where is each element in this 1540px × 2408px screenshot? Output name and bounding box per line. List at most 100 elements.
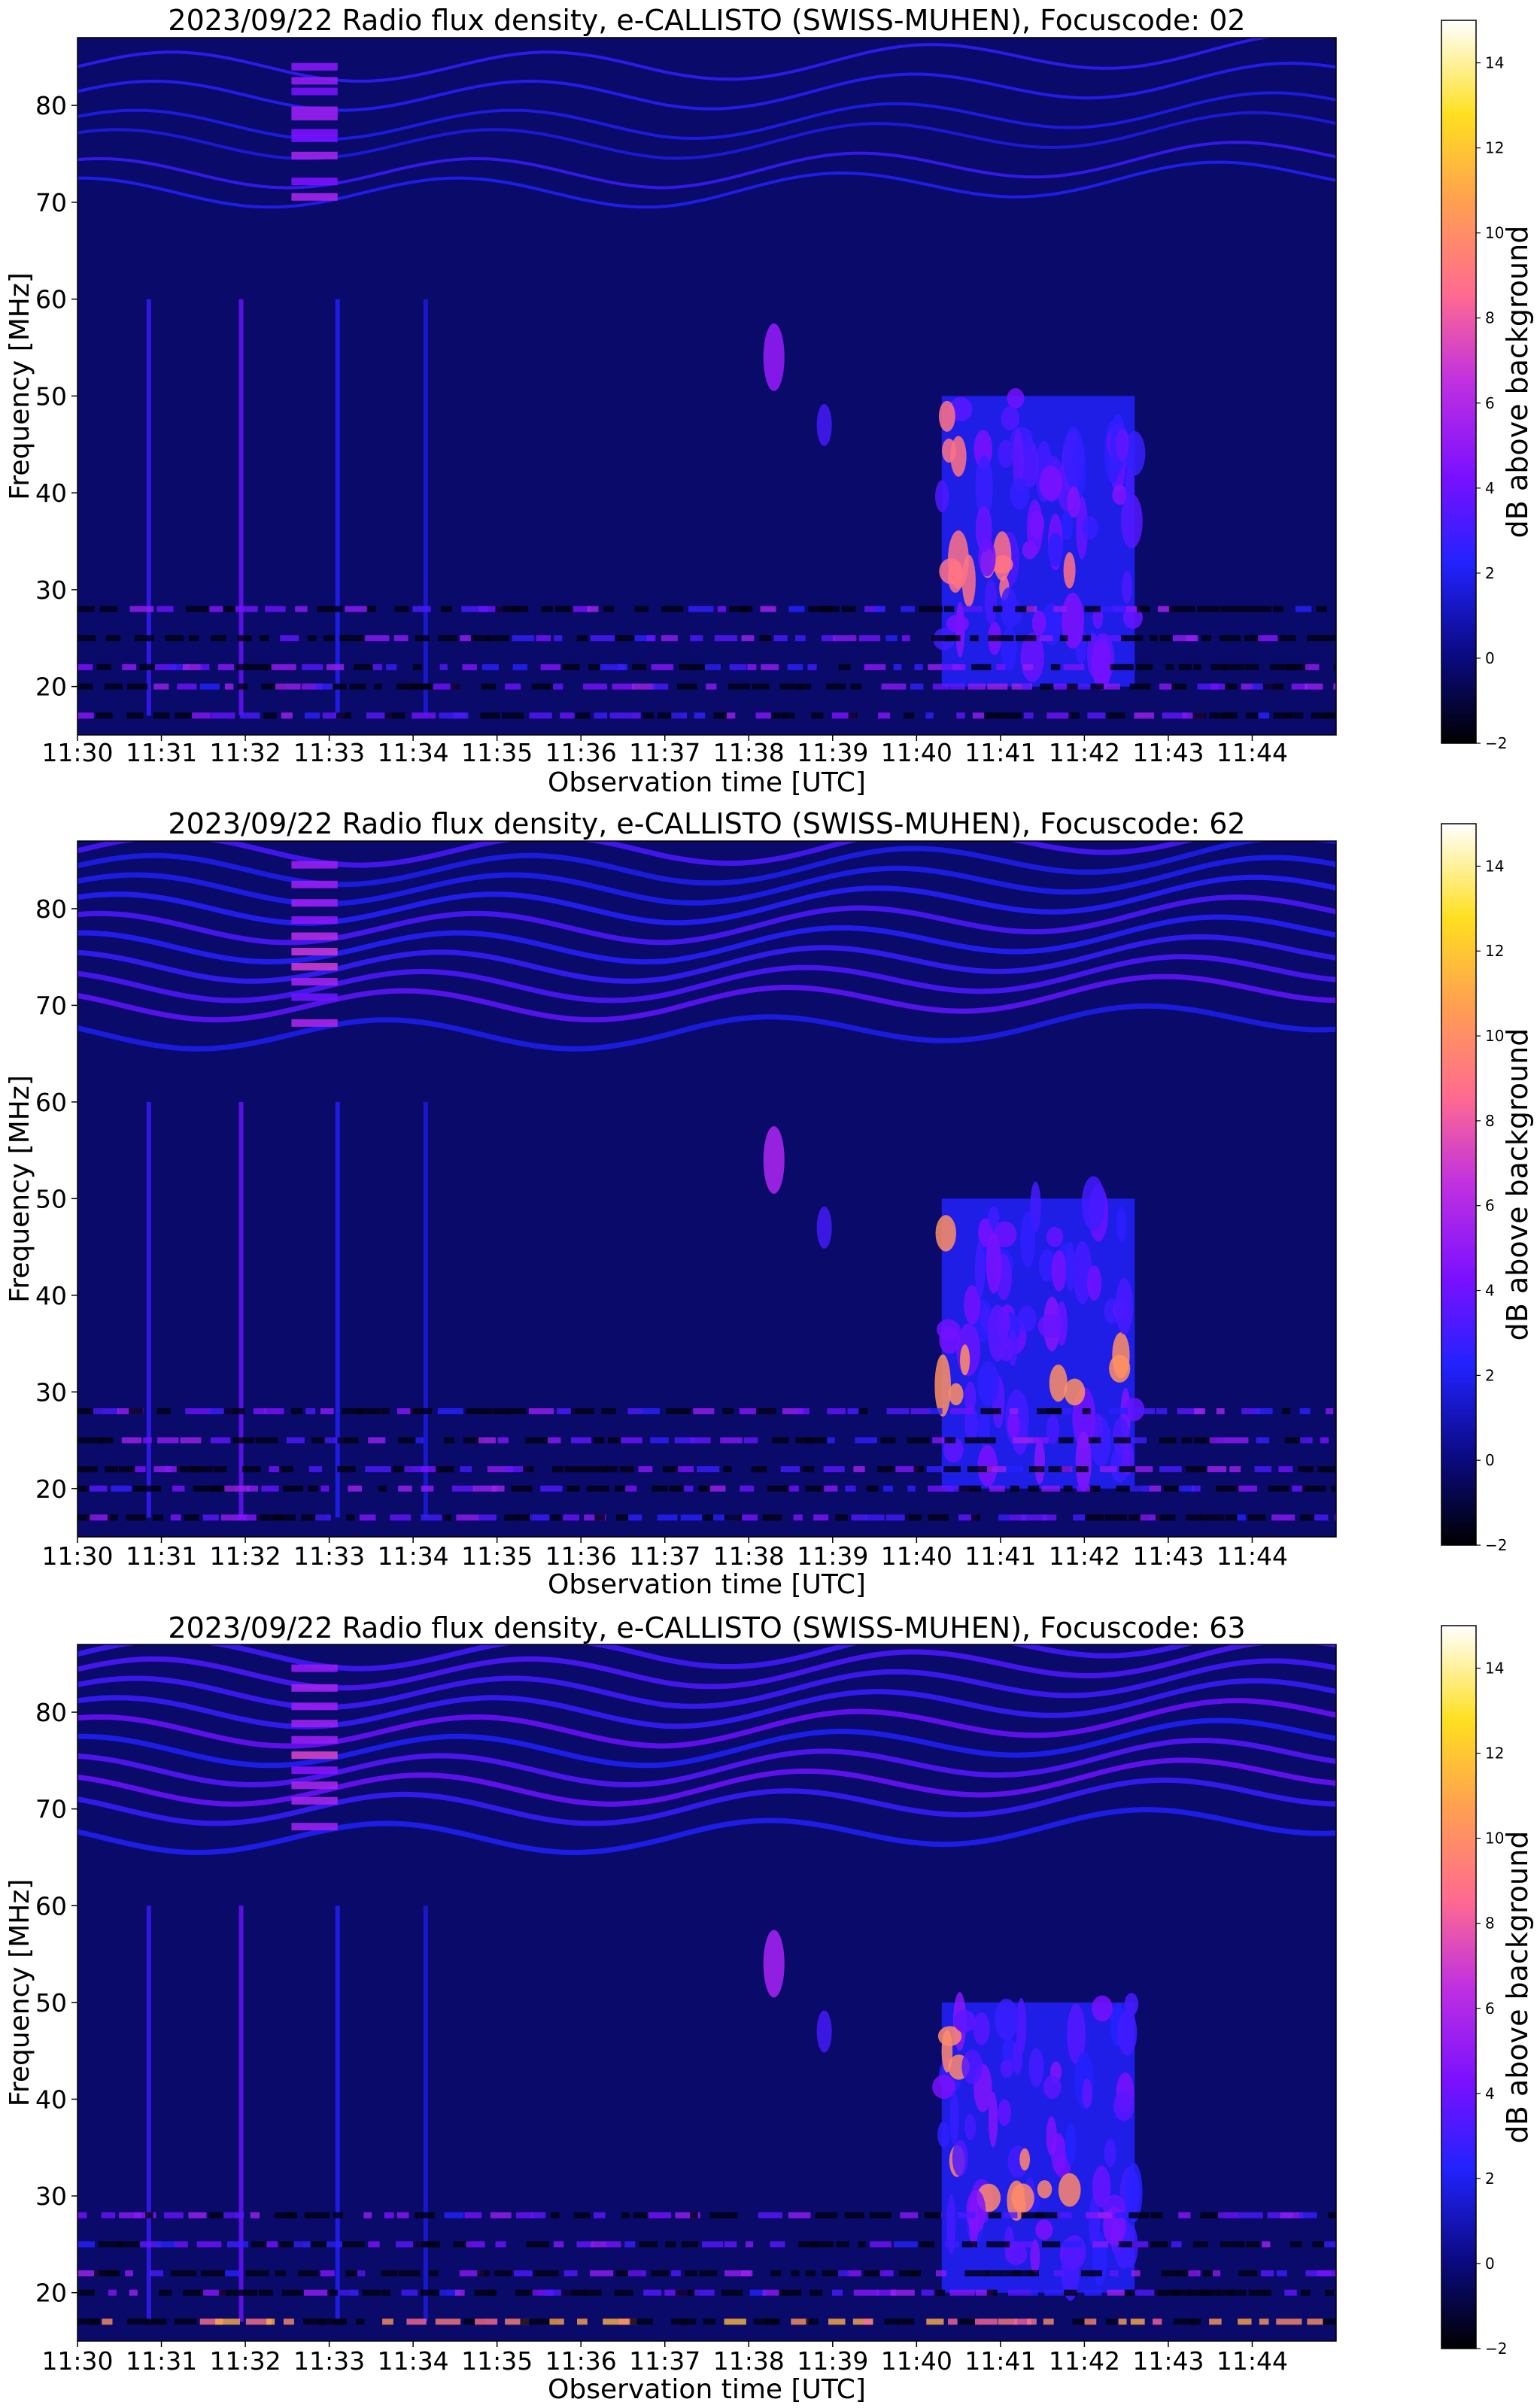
burst-blob [1067, 2003, 1086, 2065]
interference-segment [901, 606, 915, 612]
interference-segment [724, 1514, 743, 1521]
band-burst-segment [291, 1796, 338, 1805]
interference-segment [199, 663, 210, 670]
drift-burst [816, 1206, 832, 1249]
interference-segment [96, 712, 113, 719]
interference-segment [877, 1466, 895, 1473]
axes-frame [77, 37, 1337, 736]
interference-segment [800, 1466, 815, 1473]
interference-segment [894, 2241, 918, 2248]
interference-segment [134, 2212, 156, 2218]
interference-segment [924, 2212, 946, 2218]
interference-segment [200, 2270, 226, 2276]
interference-segment [396, 683, 420, 690]
interference-segment [1216, 1485, 1241, 1492]
interference-segment [514, 2270, 533, 2276]
interference-segment [153, 683, 169, 690]
burst-blob [1125, 466, 1134, 507]
interference-segment [165, 1466, 181, 1473]
interference-segment [1130, 1437, 1147, 1444]
interference-segment [1171, 683, 1187, 690]
x-tick-label: 11:35 [461, 1541, 533, 1571]
y-tick-label: 50 [35, 1988, 67, 2018]
band-trace [77, 1698, 1336, 1749]
vertical-streak [146, 299, 151, 716]
interference-segment [175, 712, 193, 719]
burst-blob [964, 2113, 977, 2140]
interference-segment [1066, 683, 1079, 690]
interference-segment [346, 1514, 355, 1521]
interference-segment [199, 2318, 223, 2325]
interference-segment [904, 712, 915, 719]
burst-blob [1087, 1265, 1102, 1301]
interference-segment [1035, 2212, 1060, 2218]
interference-segment [530, 1514, 550, 1521]
interference-segment [372, 663, 382, 670]
interference-segment [593, 1437, 605, 1444]
interference-segment [1199, 2289, 1220, 2296]
interference-segment [1256, 1407, 1273, 1414]
interference-segment [1226, 1514, 1237, 1521]
interference-segment [806, 2318, 819, 2325]
interference-segment [223, 606, 236, 612]
x-tick-label: 11:36 [545, 1541, 617, 1571]
x-tick-label: 11:41 [964, 1541, 1036, 1571]
interference-segment [89, 1485, 108, 1492]
interference-segment [453, 2241, 472, 2248]
interference-segment [1118, 2241, 1138, 2248]
interference-segment [286, 1437, 305, 1444]
band-trace [77, 874, 1336, 926]
burst-blob [973, 2012, 990, 2045]
interference-segment [480, 712, 500, 719]
band-burst-segment [291, 1702, 338, 1711]
interference-segment [213, 1466, 227, 1473]
interference-segment [1010, 1485, 1019, 1492]
interference-segment [1053, 606, 1068, 612]
chart-title: 2023/09/22 Radio flux density, e-CALLIST… [168, 1611, 1245, 1644]
interference-segment [316, 683, 333, 690]
x-tick-label: 11:40 [881, 738, 952, 767]
x-tick-label: 11:42 [1049, 2346, 1120, 2376]
interference-segment [366, 606, 376, 612]
burst-blob [949, 2091, 959, 2145]
interference-segment [690, 2212, 698, 2218]
interference-segment [1324, 712, 1336, 719]
x-tick-label: 11:31 [126, 738, 197, 767]
interference-segment [1307, 635, 1333, 642]
interference-segment [782, 712, 795, 719]
interference-segment [724, 2241, 737, 2248]
burst-blob [978, 1408, 991, 1447]
band-burst-segment [291, 62, 338, 71]
interference-segment [1119, 1466, 1136, 1473]
interference-segment [709, 1485, 726, 1492]
interference-segment [134, 635, 154, 642]
interference-segment [884, 2318, 899, 2325]
interference-segment [1026, 606, 1037, 612]
interference-segment [342, 2241, 365, 2248]
colorbar-tick-label: 14 [1485, 54, 1504, 72]
interference-segment [77, 1437, 104, 1444]
interference-segment [632, 663, 646, 670]
interference-segment [1076, 1485, 1092, 1492]
interference-segment [1008, 2289, 1031, 2296]
interference-segment [1149, 635, 1158, 642]
interference-segment [788, 2212, 811, 2218]
interference-segment [583, 683, 607, 690]
interference-segment [1040, 635, 1053, 642]
burst-blob [977, 1361, 1000, 1407]
vertical-streak [146, 1905, 151, 2322]
interference-segment [540, 663, 561, 670]
interference-segment [263, 1407, 284, 1414]
interference-segment [988, 2212, 1001, 2218]
x-tick-label: 11:39 [797, 2346, 868, 2376]
interference-segment [835, 1514, 848, 1521]
interference-segment [326, 663, 345, 670]
interference-segment [1080, 2270, 1092, 2276]
burst-blob [1049, 1364, 1068, 1402]
interference-segment [217, 663, 235, 670]
interference-segment [506, 1466, 530, 1473]
interference-segment [1191, 1485, 1201, 1492]
interference-segment [126, 712, 144, 719]
interference-segment [487, 2289, 495, 2296]
interference-segment [273, 1514, 296, 1521]
